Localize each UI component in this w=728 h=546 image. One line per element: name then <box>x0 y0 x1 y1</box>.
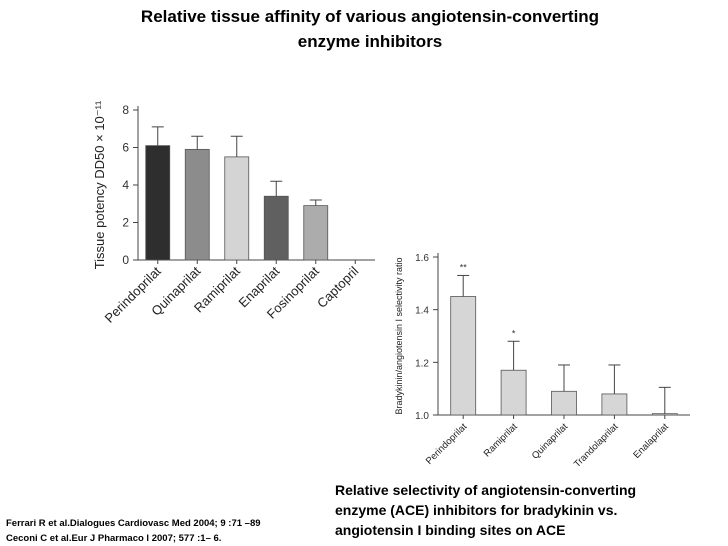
references: Ferrari R et al.Dialogues Cardiovasc Med… <box>6 516 326 546</box>
reference-2: Ceconi C et al.Eur J Pharmaco l 2007; 57… <box>6 533 222 544</box>
selectivity-category-label: Ramiprilat <box>482 421 520 459</box>
potency-bar <box>145 145 171 261</box>
slide-title: Relative tissue affinity of various angi… <box>100 4 640 54</box>
potency-y-axis-title: Tissue potency DD50 × 10⁻¹¹ <box>92 100 107 269</box>
selectivity-significance-marker: ** <box>460 262 468 272</box>
potency-category-label: Captopril <box>314 263 361 310</box>
caption-line-2: enzyme (ACE) inhibitors for bradykinin v… <box>335 502 618 518</box>
potency-y-tick-label: 2 <box>122 216 129 230</box>
selectivity-bar <box>551 390 577 416</box>
chart-caption: Relative selectivity of angiotensin-conv… <box>335 480 725 540</box>
selectivity-bar <box>500 369 527 416</box>
potency-bar <box>303 205 329 261</box>
selectivity-category-label: Enalaprilat <box>631 421 671 461</box>
selectivity-y-tick-label: 1.2 <box>415 358 429 369</box>
selectivity-ratio-chart: 1.0 1.2 1.4 1.6 Bradykinin/angiotensin I sel… <box>390 230 700 480</box>
selectivity-bar <box>651 413 678 416</box>
reference-1: Ferrari R et al.Dialogues Cardiovasc Med… <box>6 518 261 529</box>
selectivity-y-tick-label: 1.6 <box>415 253 429 264</box>
potency-y-tick-label: 8 <box>122 103 129 117</box>
potency-y-tick-label: 6 <box>122 141 129 155</box>
potency-bar <box>224 156 250 261</box>
selectivity-significance-marker: * <box>512 328 516 338</box>
caption-line-1: Relative selectivity of angiotensin-conv… <box>335 482 637 498</box>
selectivity-ratio-chart-svg: 1.0 1.2 1.4 1.6 Bradykinin/angiotensin I sel… <box>394 253 690 470</box>
caption-line-3: angiotensin I binding sites on ACE <box>335 522 566 538</box>
potency-y-tick-label: 4 <box>122 178 129 192</box>
potency-bar <box>263 195 289 261</box>
tissue-potency-chart: 0 2 4 6 8 Tissue potency DD50 × 10⁻¹¹ Perindop… <box>90 90 375 350</box>
title-line-2: enzyme inhibitors <box>297 32 443 51</box>
selectivity-bar <box>601 393 628 416</box>
selectivity-category-label: Perindoprilat <box>424 421 470 467</box>
title-line-1: Relative tissue affinity of various angi… <box>140 7 600 26</box>
selectivity-category-label: Quinaprilat <box>530 421 571 462</box>
selectivity-y-tick-label: 1.0 <box>415 411 429 422</box>
tissue-potency-chart-svg: 0 2 4 6 8 Tissue potency DD50 × 10⁻¹¹Perindop… <box>92 100 375 326</box>
potency-category-label: Perindoprilat <box>102 263 164 325</box>
selectivity-bar <box>450 296 477 416</box>
potency-bar <box>184 148 210 261</box>
selectivity-y-axis-title: Bradykinin/angiotensin I selectivity rat… <box>394 257 404 414</box>
potency-y-tick-label: 0 <box>122 253 129 267</box>
selectivity-category-label: Trandolaprilat <box>572 421 621 470</box>
selectivity-y-tick-label: 1.4 <box>415 306 429 317</box>
